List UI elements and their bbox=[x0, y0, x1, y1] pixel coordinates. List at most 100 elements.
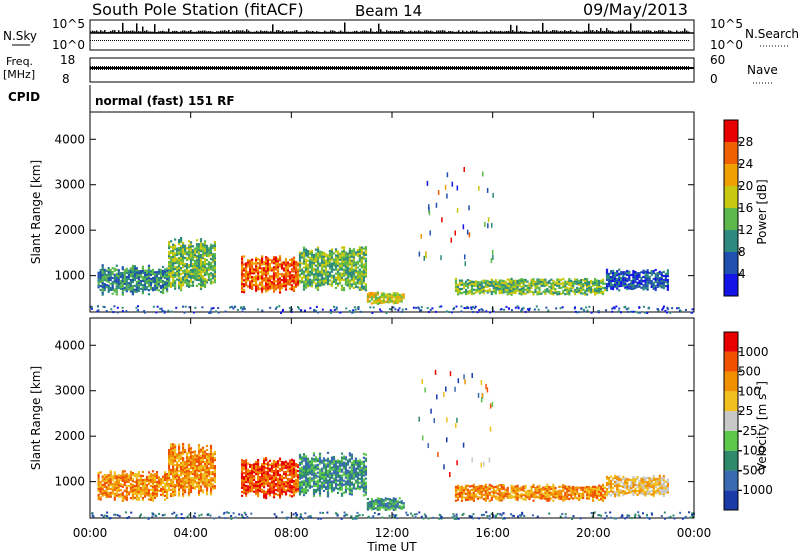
nave-dot bbox=[198, 66, 199, 70]
data-cell bbox=[191, 284, 195, 287]
data-cell bbox=[160, 487, 163, 490]
data-cell bbox=[249, 259, 252, 263]
data-cell bbox=[107, 273, 110, 276]
data-cell bbox=[103, 485, 106, 489]
nave-dot bbox=[316, 66, 317, 70]
nsky-bar bbox=[682, 31, 684, 33]
noise-cell bbox=[102, 515, 105, 518]
nave-dot bbox=[454, 66, 455, 70]
data-cell bbox=[312, 261, 316, 264]
data-cell bbox=[394, 296, 397, 299]
data-cell bbox=[352, 272, 355, 275]
data-cell bbox=[211, 277, 214, 280]
data-cell bbox=[386, 297, 389, 300]
data-cell bbox=[211, 252, 214, 256]
data-cell bbox=[201, 270, 205, 274]
noise-cell bbox=[637, 514, 640, 517]
data-cell bbox=[276, 282, 280, 285]
nsearch-dot bbox=[90, 40, 91, 41]
nave-dot bbox=[216, 66, 217, 70]
nsearch-dot bbox=[460, 40, 461, 41]
data-cell bbox=[378, 300, 381, 303]
data-cell bbox=[168, 253, 171, 256]
data-cell bbox=[316, 276, 320, 279]
data-cell bbox=[320, 281, 324, 285]
data-cell bbox=[151, 489, 155, 492]
data-cell bbox=[209, 247, 213, 250]
data-cell bbox=[336, 282, 340, 285]
data-cell bbox=[207, 276, 211, 279]
data-cell bbox=[97, 497, 100, 501]
data-cell bbox=[166, 479, 169, 482]
data-cell bbox=[162, 289, 165, 293]
data-cell bbox=[207, 471, 211, 474]
data-cell bbox=[111, 282, 114, 285]
data-cell bbox=[320, 277, 324, 280]
data-cell bbox=[145, 477, 149, 481]
data-cell bbox=[628, 287, 631, 290]
data-cell bbox=[176, 471, 179, 474]
data-cell bbox=[360, 284, 363, 287]
nsky-bar bbox=[476, 30, 478, 33]
data-cell bbox=[197, 247, 201, 250]
data-cell bbox=[115, 488, 118, 491]
data-cell bbox=[290, 274, 294, 277]
data-cell bbox=[266, 269, 270, 272]
nsky-bar bbox=[158, 31, 160, 33]
data-cell bbox=[334, 268, 338, 271]
data-cell bbox=[324, 253, 328, 256]
data-cell bbox=[356, 250, 359, 253]
data-cell bbox=[666, 286, 669, 289]
data-cell bbox=[263, 273, 266, 276]
data-cell bbox=[300, 276, 304, 279]
data-cell bbox=[314, 258, 318, 261]
data-cell bbox=[350, 255, 353, 258]
data-cell bbox=[195, 257, 199, 260]
data-cell bbox=[125, 479, 128, 482]
data-cell bbox=[127, 277, 130, 281]
nsky-bar bbox=[306, 30, 308, 33]
data-cell bbox=[522, 282, 525, 285]
data-cell bbox=[320, 267, 324, 270]
data-cell bbox=[166, 477, 169, 480]
data-cell bbox=[211, 273, 214, 276]
data-cell bbox=[618, 268, 621, 271]
data-cell bbox=[292, 270, 296, 273]
data-cell bbox=[191, 484, 195, 487]
data-cell bbox=[280, 267, 284, 270]
data-cell bbox=[99, 276, 102, 280]
data-cell bbox=[616, 285, 619, 288]
data-cell bbox=[105, 286, 108, 289]
data-cell bbox=[255, 277, 258, 280]
data-cell bbox=[139, 495, 142, 498]
data-cell bbox=[187, 468, 191, 471]
sparse-echo bbox=[420, 233, 422, 239]
nave-dot bbox=[614, 66, 615, 70]
nsearch-bottom-tick: 10^0 bbox=[710, 38, 743, 52]
nave-dot bbox=[262, 66, 263, 70]
data-cell bbox=[468, 281, 471, 284]
data-cell bbox=[286, 283, 290, 286]
nave-dot bbox=[228, 66, 229, 70]
data-cell bbox=[174, 254, 177, 257]
data-cell bbox=[268, 281, 272, 284]
data-cell bbox=[117, 273, 120, 276]
nsearch-dot bbox=[608, 40, 609, 41]
data-cell bbox=[147, 492, 151, 495]
data-cell bbox=[362, 273, 365, 276]
nave-dot bbox=[622, 66, 623, 70]
data-cell bbox=[642, 286, 645, 289]
data-cell bbox=[168, 457, 171, 460]
noise-cell bbox=[275, 306, 278, 309]
data-cell bbox=[205, 246, 209, 249]
data-cell bbox=[568, 278, 571, 281]
data-cell bbox=[99, 488, 102, 491]
data-cell bbox=[312, 254, 316, 257]
nsearch-dot bbox=[556, 40, 557, 41]
data-cell bbox=[464, 293, 468, 296]
data-cell bbox=[308, 256, 312, 259]
data-cell bbox=[174, 246, 177, 249]
data-cell bbox=[166, 480, 169, 484]
data-cell bbox=[137, 484, 140, 488]
data-cell bbox=[135, 288, 138, 291]
